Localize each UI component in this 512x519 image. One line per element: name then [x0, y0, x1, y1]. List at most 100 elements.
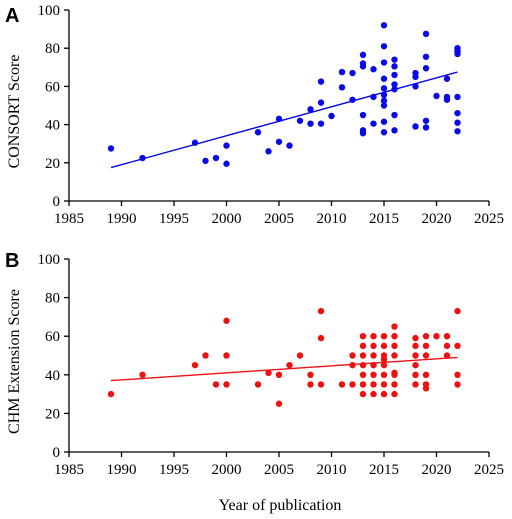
data-point-b	[212, 381, 220, 388]
data-point-a	[380, 102, 388, 109]
data-point-a	[412, 83, 419, 90]
data-point-a	[454, 93, 461, 101]
data-point-b	[349, 381, 356, 388]
data-point-b	[443, 352, 451, 359]
data-point-b	[454, 307, 461, 315]
data-point-b	[422, 342, 430, 350]
data-point-a	[370, 93, 377, 101]
data-point-b	[380, 390, 388, 398]
data-point-a	[443, 93, 451, 101]
data-point-b	[380, 352, 388, 359]
x-tick-label-b: 1990	[107, 462, 137, 478]
panel-a: A 0 20 40 60 80 100 1985 1990 1995 2000 2005 2010 201…	[5, 3, 504, 227]
data-point-a	[202, 157, 209, 165]
data-point-a	[380, 85, 388, 92]
data-point-a	[317, 78, 325, 85]
data-point-a	[380, 97, 388, 104]
data-point-b	[359, 371, 367, 378]
data-point-b	[443, 342, 451, 350]
data-point-b	[223, 352, 230, 359]
data-point-a	[454, 109, 461, 117]
data-point-a	[380, 59, 388, 66]
data-point-a	[191, 139, 199, 146]
data-point-a	[212, 154, 220, 162]
data-point-b	[370, 333, 377, 340]
x-tick-label-a: 2000	[212, 211, 242, 227]
data-point-b	[391, 369, 398, 377]
data-point-a	[454, 119, 461, 126]
data-point-a	[317, 120, 325, 127]
data-point-b	[454, 371, 461, 378]
data-point-a	[391, 111, 398, 119]
data-point-b	[359, 352, 367, 359]
data-point-b	[317, 307, 325, 315]
data-point-b	[380, 342, 388, 350]
data-point-b	[422, 352, 430, 359]
data-point-a	[422, 124, 430, 131]
data-point-b	[296, 352, 304, 359]
data-point-a	[370, 66, 377, 73]
x-tick-label-b: 1985	[54, 462, 84, 478]
x-tick-label-a: 1995	[159, 211, 189, 227]
data-point-b	[202, 352, 209, 359]
data-point-b	[317, 381, 325, 388]
y-tick-label-a: 20	[45, 156, 60, 172]
data-point-b	[443, 333, 451, 340]
data-point-b	[359, 361, 367, 369]
data-point-b	[370, 361, 377, 369]
data-point-a	[349, 69, 356, 77]
data-point-a	[139, 154, 146, 162]
data-point-b	[139, 371, 146, 378]
data-point-a	[265, 148, 272, 155]
data-point-b	[391, 390, 398, 398]
data-point-b	[391, 381, 398, 388]
data-point-b	[433, 333, 440, 340]
y-tick-label-b: 0	[53, 445, 61, 461]
data-point-b	[412, 371, 419, 378]
y-tick-label-b: 100	[38, 252, 61, 268]
y-tick-label-b: 80	[45, 291, 60, 307]
data-point-a	[433, 92, 440, 100]
data-point-a	[380, 91, 388, 99]
data-point-a	[391, 63, 398, 70]
data-point-b	[370, 390, 377, 398]
data-point-a	[359, 60, 367, 67]
x-tick-label-a: 2015	[369, 211, 399, 227]
data-point-a	[359, 111, 367, 119]
data-point-a	[380, 129, 388, 136]
data-point-b	[275, 371, 283, 378]
data-point-b	[254, 381, 262, 388]
data-point-b	[359, 342, 367, 350]
y-tick-label-b: 40	[45, 368, 60, 384]
data-point-a	[391, 86, 398, 93]
x-tick-label-b: 2000	[212, 462, 242, 478]
data-point-a	[380, 75, 388, 82]
y-tick-label-b: 20	[45, 406, 60, 422]
x-tick-label-a: 2020	[422, 211, 452, 227]
x-tick-label-a: 1985	[54, 211, 84, 227]
data-point-b	[380, 381, 388, 388]
x-tick-label-b: 2010	[317, 462, 347, 478]
panel-label-b: B	[5, 250, 19, 272]
data-point-a	[359, 127, 367, 134]
data-point-b	[422, 381, 430, 388]
data-point-b	[286, 361, 293, 369]
data-point-b	[380, 361, 388, 369]
data-point-a	[317, 99, 325, 106]
data-point-b	[359, 333, 367, 340]
data-point-b	[422, 371, 430, 378]
x-tick-label-b: 2005	[264, 462, 294, 478]
data-point-a	[349, 96, 356, 103]
data-point-a	[286, 142, 293, 149]
data-point-b	[412, 334, 419, 342]
data-point-a	[338, 68, 346, 76]
data-point-b	[370, 381, 377, 388]
data-point-b	[223, 317, 230, 324]
data-point-a	[454, 45, 461, 52]
data-point-b	[359, 381, 367, 388]
data-point-a	[275, 138, 283, 145]
data-point-a	[380, 118, 388, 125]
data-point-a	[296, 117, 304, 124]
y-tick-label-a: 80	[45, 41, 60, 57]
panel-label-a: A	[5, 5, 19, 27]
